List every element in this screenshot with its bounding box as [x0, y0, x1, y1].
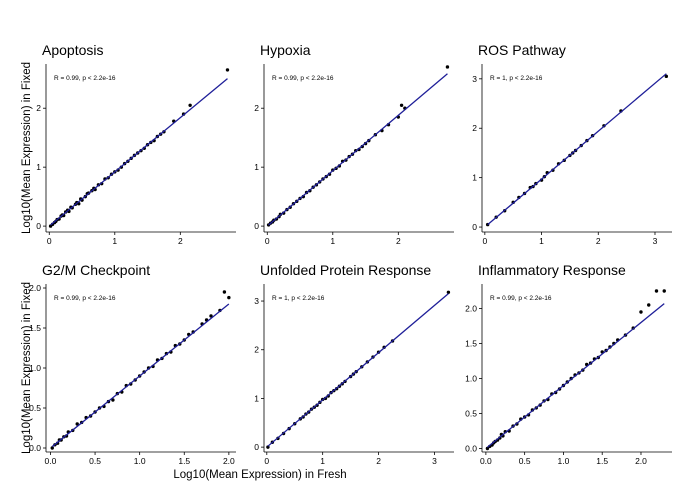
- y-tick-label: 1.0: [465, 374, 477, 384]
- scatter-panel: G2/M Checkpoint R = 0.99, p < 2.2e-16 0.0 0…: [29, 262, 236, 466]
- y-tick-label: 2: [36, 103, 41, 113]
- x-tick-label: 2: [596, 236, 601, 246]
- data-point: [50, 446, 54, 450]
- regression-line: [487, 73, 667, 226]
- x-tick-label: 1.0: [558, 456, 570, 466]
- regression-line: [268, 73, 448, 226]
- x-tick-label: 0.5: [89, 456, 101, 466]
- x-tick-label: 0: [264, 456, 269, 466]
- scatter-panel: Hypoxia R = 0.99, p < 2.2e-16 0 1 2 0 1 2: [254, 42, 454, 246]
- x-tick-label: 2.0: [223, 456, 235, 466]
- y-tick-label: 1: [254, 393, 259, 403]
- y-tick-label: 2: [472, 123, 477, 133]
- data-point: [662, 289, 666, 293]
- y-tick-label: 0: [472, 222, 477, 232]
- x-tick-label: 1.5: [178, 456, 190, 466]
- data-point: [664, 74, 669, 79]
- y-axis-label-top: Log10(Mean Expression) in Fixed: [21, 62, 33, 234]
- y-tick-label: 1.0: [29, 363, 41, 373]
- data-point: [111, 398, 115, 402]
- panel-title: Hypoxia: [260, 42, 311, 58]
- panel-title: ROS Pathway: [478, 42, 566, 58]
- panel-title: Unfolded Protein Response: [260, 262, 431, 278]
- y-tick-label: 0: [254, 442, 259, 452]
- x-tick-label: 2: [178, 236, 183, 246]
- x-tick-label: 0: [482, 236, 487, 246]
- data-point: [227, 295, 231, 300]
- y-tick-label: 1: [36, 162, 41, 172]
- scatter-panel: Unfolded Protein Response R = 1, p < 2.2e…: [254, 262, 454, 466]
- data-point: [445, 65, 450, 69]
- correlation-annotation: R = 0.99, p < 2.2e-16: [54, 75, 116, 82]
- panel-title: Apoptosis: [42, 42, 103, 58]
- regression-line: [50, 78, 228, 226]
- data-point: [188, 103, 192, 107]
- y-tick-label: 0.5: [29, 403, 41, 413]
- regression-line: [51, 303, 230, 448]
- x-tick-label: 2: [376, 456, 381, 466]
- x-tick-label: 0.0: [45, 456, 57, 466]
- x-axis-label: Log10(Mean Expression) in Fresh: [173, 469, 346, 481]
- y-tick-label: 3: [254, 296, 259, 306]
- data-point: [209, 314, 213, 318]
- regression-line: [487, 303, 665, 448]
- y-tick-label: 2.0: [465, 304, 477, 314]
- y-tick-label: 1: [254, 162, 259, 172]
- y-tick-label: 0.0: [29, 443, 41, 453]
- x-tick-label: 0: [47, 236, 52, 246]
- x-tick-label: 0: [265, 236, 270, 246]
- x-tick-label: 1.5: [596, 456, 608, 466]
- y-tick-label: 0.0: [465, 444, 477, 454]
- data-point: [75, 422, 79, 426]
- correlation-annotation: R = 0.99, p < 2.2e-16: [54, 295, 116, 302]
- y-tick-label: 0: [36, 221, 41, 231]
- regression-line: [267, 293, 449, 447]
- panel-title: Inflammatory Response: [478, 262, 626, 278]
- y-tick-label: 2.0: [29, 283, 41, 293]
- data-point: [647, 303, 651, 307]
- y-tick-label: 0.5: [465, 409, 477, 419]
- data-point: [639, 310, 643, 314]
- x-tick-label: 1: [330, 236, 335, 246]
- correlation-annotation: R = 0.99, p < 2.2e-16: [272, 75, 334, 82]
- x-tick-label: 2: [396, 236, 401, 246]
- scatter-panel: ROS Pathway R = 1, p < 2.2e-16 0 1 2 3 0 1 2 3: [472, 42, 672, 246]
- x-tick-label: 3: [432, 456, 437, 466]
- correlation-annotation: R = 1, p < 2.2e-16: [490, 75, 543, 82]
- x-tick-label: 0.5: [519, 456, 531, 466]
- x-tick-label: 1.0: [134, 456, 146, 466]
- x-tick-label: 1: [320, 456, 325, 466]
- y-axis-label-bottom: Log10(Mean Expression) in Fixed: [21, 282, 33, 454]
- data-point: [225, 68, 230, 72]
- correlation-annotation: R = 1, p < 2.2e-16: [272, 295, 325, 302]
- correlation-annotation: R = 0.99, p < 2.2e-16: [490, 295, 552, 302]
- x-tick-label: 1: [539, 236, 544, 246]
- y-tick-label: 2: [254, 103, 259, 113]
- data-point: [485, 446, 490, 451]
- x-tick-label: 3: [653, 236, 658, 246]
- panel-title: G2/M Checkpoint: [42, 262, 150, 278]
- y-tick-label: 0: [254, 221, 259, 231]
- data-point: [222, 290, 227, 294]
- scatter-panel: Apoptosis R = 0.99, p < 2.2e-16 0 1 2 0 1 2: [36, 42, 236, 246]
- data-point: [654, 289, 659, 293]
- y-tick-label: 1: [472, 173, 477, 183]
- data-point: [446, 290, 451, 294]
- y-tick-label: 3: [472, 74, 477, 84]
- x-tick-label: 0.0: [480, 456, 492, 466]
- scatter-panel: Inflammatory Response R = 0.99, p < 2.2e-…: [465, 262, 672, 466]
- x-tick-label: 1: [112, 236, 117, 246]
- y-tick-label: 1.5: [29, 323, 41, 333]
- y-tick-label: 1.5: [465, 339, 477, 349]
- data-point: [399, 103, 404, 107]
- x-tick-label: 2.0: [635, 456, 647, 466]
- y-tick-label: 2: [254, 345, 259, 355]
